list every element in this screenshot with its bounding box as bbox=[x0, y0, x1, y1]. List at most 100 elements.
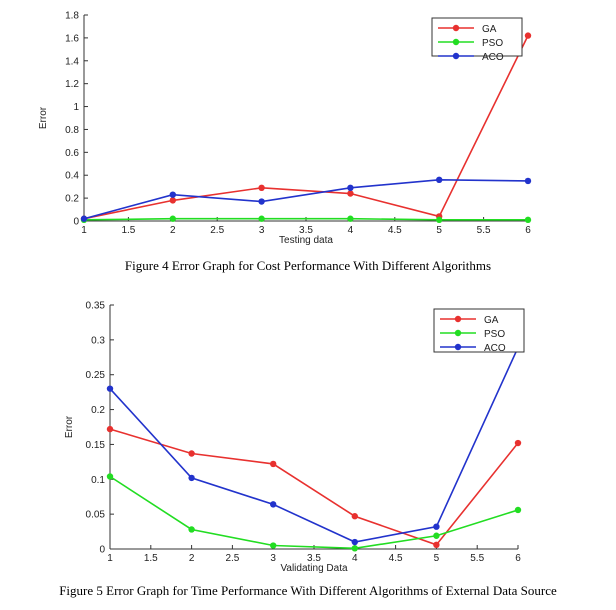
ga-point bbox=[347, 190, 354, 197]
ga-point bbox=[524, 32, 532, 39]
aco-point bbox=[188, 474, 195, 482]
pso-point bbox=[188, 526, 195, 533]
aco-point bbox=[169, 191, 176, 198]
y-axis-label: Error bbox=[38, 106, 49, 129]
aco-point bbox=[433, 523, 440, 530]
x-tick-label: 2.5 bbox=[210, 225, 224, 236]
legend-box bbox=[433, 308, 525, 353]
y-tick-label: 0.2 bbox=[65, 194, 79, 205]
y-tick-label: 1.4 bbox=[65, 56, 79, 67]
aco-point bbox=[524, 177, 532, 185]
ga-point bbox=[258, 184, 265, 192]
x-tick-label: 6 bbox=[525, 225, 531, 236]
y-tick-label: 0 bbox=[99, 545, 105, 556]
y-tick-label: 1.8 bbox=[65, 11, 79, 22]
y-tick-label: 0.05 bbox=[86, 510, 106, 521]
x-tick-label: 5.5 bbox=[477, 225, 491, 236]
x-tick-label: 4.5 bbox=[389, 553, 403, 564]
pso-point bbox=[169, 215, 176, 222]
legend-pso-marker bbox=[452, 38, 460, 46]
legend-aco-label: ACO bbox=[482, 52, 504, 63]
pso-point bbox=[106, 473, 114, 480]
aco-point bbox=[258, 198, 265, 205]
cost-error-chart: 0 0.2 0.4 0.6 0.8 1 1.2 1.4 1.6 1.8 1 1.5 2 2.5 3 3.5 4 4… bbox=[0, 0, 616, 255]
legend-ga-marker bbox=[452, 24, 460, 32]
figure-5-caption: Figure 5 Error Graph for Time Performanc… bbox=[59, 583, 557, 598]
x-tick-label: 1.5 bbox=[121, 225, 135, 236]
pso-point bbox=[433, 532, 440, 539]
x-tick-label: 4.5 bbox=[388, 225, 402, 236]
aco-point bbox=[347, 184, 354, 192]
legend-aco-marker bbox=[454, 343, 462, 351]
pso-point bbox=[524, 216, 532, 224]
pso-point bbox=[436, 216, 443, 224]
x-axis-label: Testing data bbox=[279, 235, 333, 246]
pso-series-line bbox=[83, 217, 528, 221]
y-axis-label: Error bbox=[64, 415, 75, 438]
pso-point bbox=[514, 506, 522, 514]
aco-point bbox=[436, 176, 443, 183]
y-tick-label: 0 bbox=[73, 217, 79, 228]
legend-ga-label: GA bbox=[482, 24, 497, 35]
y-tick-label: 1.2 bbox=[65, 79, 79, 90]
aco-series-line bbox=[83, 178, 529, 220]
aco-point bbox=[270, 501, 277, 508]
legend-aco-marker bbox=[452, 52, 460, 60]
pso-series-line bbox=[109, 475, 519, 550]
x-tick-label: 3 bbox=[270, 553, 276, 564]
aco-point bbox=[351, 538, 358, 546]
x-axis-label: Validating Data bbox=[280, 563, 348, 574]
legend-ga-marker bbox=[454, 315, 462, 323]
x-tick-label: 4 bbox=[352, 553, 358, 564]
figure-4-caption: Figure 4 Error Graph for Cost Performanc… bbox=[124, 258, 492, 273]
y-tick-label: 0.25 bbox=[86, 370, 106, 381]
x-tick-label: 2 bbox=[189, 553, 195, 564]
x-tick-label: 5.5 bbox=[470, 553, 484, 564]
y-tick-label: 0.8 bbox=[65, 125, 79, 136]
x-tick-label: 5 bbox=[434, 553, 440, 564]
cost-error-chart-svg: 0 0.2 0.4 0.6 0.8 1 1.2 1.4 1.6 1.8 1 1.5 2 2.5 3 3.5 4 4… bbox=[38, 11, 532, 247]
y-tick-label: 0.2 bbox=[91, 405, 105, 416]
ga-series-line bbox=[109, 428, 519, 546]
x-tick-label: 1 bbox=[81, 225, 87, 236]
legend-box bbox=[431, 17, 523, 57]
x-tick-label: 4 bbox=[348, 225, 354, 236]
legend-ga-label: GA bbox=[484, 315, 499, 326]
ga-point bbox=[106, 425, 114, 433]
x-tick-label: 3.5 bbox=[299, 225, 313, 236]
legend-aco-label: ACO bbox=[484, 343, 506, 354]
ga-point bbox=[188, 450, 195, 457]
aco-point bbox=[106, 385, 114, 392]
legend-pso-marker bbox=[454, 329, 462, 337]
ga-point bbox=[433, 541, 440, 549]
pso-point bbox=[351, 545, 358, 552]
ga-point bbox=[169, 197, 176, 204]
y-tick-label: 0.1 bbox=[91, 475, 105, 486]
aco-series-line bbox=[109, 347, 519, 543]
legend-pso-label: PSO bbox=[482, 38, 503, 49]
y-tick-label: 1 bbox=[73, 102, 79, 113]
x-tick-label: 2.5 bbox=[225, 553, 239, 564]
ga-point bbox=[270, 460, 277, 468]
x-tick-label: 5 bbox=[436, 225, 442, 236]
ga-point bbox=[514, 439, 522, 447]
y-tick-label: 1.6 bbox=[65, 33, 79, 44]
y-tick-label: 0.6 bbox=[65, 148, 79, 159]
legend-pso-label: PSO bbox=[484, 329, 505, 340]
aco-point bbox=[80, 215, 88, 222]
pso-point bbox=[347, 215, 354, 222]
ga-series-line bbox=[83, 35, 529, 220]
y-tick-label: 0.4 bbox=[65, 171, 79, 182]
x-tick-label: 2 bbox=[170, 225, 176, 236]
y-tick-label: 0.3 bbox=[91, 335, 105, 346]
ga-point bbox=[351, 513, 358, 520]
time-error-chart: 0 0.05 0.1 0.15 0.2 0.25 0.3 0.35 1 1.5 2 2.5 3 3.5 4 4… bbox=[0, 290, 616, 574]
x-tick-label: 3.5 bbox=[307, 553, 321, 564]
y-tick-label: 0.35 bbox=[86, 301, 106, 312]
pso-point bbox=[258, 215, 265, 222]
x-tick-label: 1.5 bbox=[144, 553, 158, 564]
x-tick-label: 1 bbox=[107, 553, 113, 564]
y-tick-label: 0.15 bbox=[86, 440, 106, 451]
time-error-chart-svg: 0 0.05 0.1 0.15 0.2 0.25 0.3 0.35 1 1.5 2 2.5 3 3.5 4 4… bbox=[64, 301, 525, 574]
pso-point bbox=[270, 542, 277, 549]
